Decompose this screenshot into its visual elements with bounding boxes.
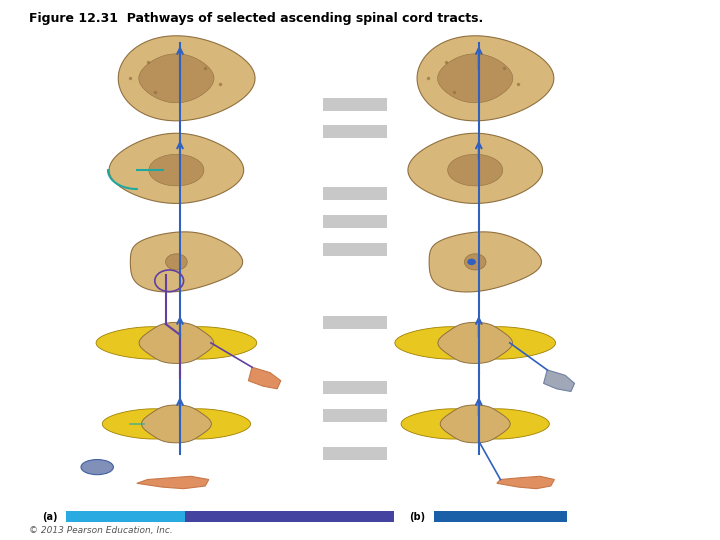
Polygon shape <box>438 322 513 363</box>
Polygon shape <box>444 327 556 359</box>
Polygon shape <box>248 367 281 389</box>
Polygon shape <box>417 36 554 121</box>
Polygon shape <box>497 476 554 489</box>
Text: © 2013 Pearson Education, Inc.: © 2013 Pearson Education, Inc. <box>29 525 173 535</box>
Polygon shape <box>544 370 575 392</box>
Text: (a): (a) <box>42 512 58 522</box>
Polygon shape <box>401 409 504 439</box>
Text: (b): (b) <box>409 512 425 522</box>
Polygon shape <box>96 327 208 359</box>
FancyBboxPatch shape <box>185 511 394 522</box>
Polygon shape <box>118 36 255 121</box>
FancyBboxPatch shape <box>323 409 387 422</box>
FancyBboxPatch shape <box>323 447 387 460</box>
Circle shape <box>467 259 476 265</box>
Polygon shape <box>109 133 243 204</box>
Polygon shape <box>137 476 209 489</box>
FancyBboxPatch shape <box>434 511 567 522</box>
Circle shape <box>166 254 187 270</box>
Ellipse shape <box>81 460 114 475</box>
Text: Figure 12.31  Pathways of selected ascending spinal cord tracts.: Figure 12.31 Pathways of selected ascend… <box>29 12 483 25</box>
FancyBboxPatch shape <box>323 187 387 200</box>
Polygon shape <box>139 54 214 103</box>
FancyBboxPatch shape <box>323 125 387 138</box>
Polygon shape <box>429 232 541 292</box>
FancyBboxPatch shape <box>323 243 387 256</box>
Polygon shape <box>440 405 510 443</box>
Polygon shape <box>446 409 549 439</box>
FancyBboxPatch shape <box>323 98 387 111</box>
Polygon shape <box>130 232 243 292</box>
Polygon shape <box>102 409 205 439</box>
Polygon shape <box>145 327 257 359</box>
Polygon shape <box>408 133 543 204</box>
Polygon shape <box>149 154 204 186</box>
Polygon shape <box>448 154 503 186</box>
Polygon shape <box>139 322 214 363</box>
Polygon shape <box>141 405 212 443</box>
FancyBboxPatch shape <box>323 316 387 329</box>
FancyBboxPatch shape <box>323 381 387 394</box>
Polygon shape <box>148 409 251 439</box>
FancyBboxPatch shape <box>323 215 387 228</box>
Polygon shape <box>395 327 507 359</box>
Polygon shape <box>438 54 513 103</box>
Circle shape <box>464 254 486 270</box>
FancyBboxPatch shape <box>66 511 185 522</box>
